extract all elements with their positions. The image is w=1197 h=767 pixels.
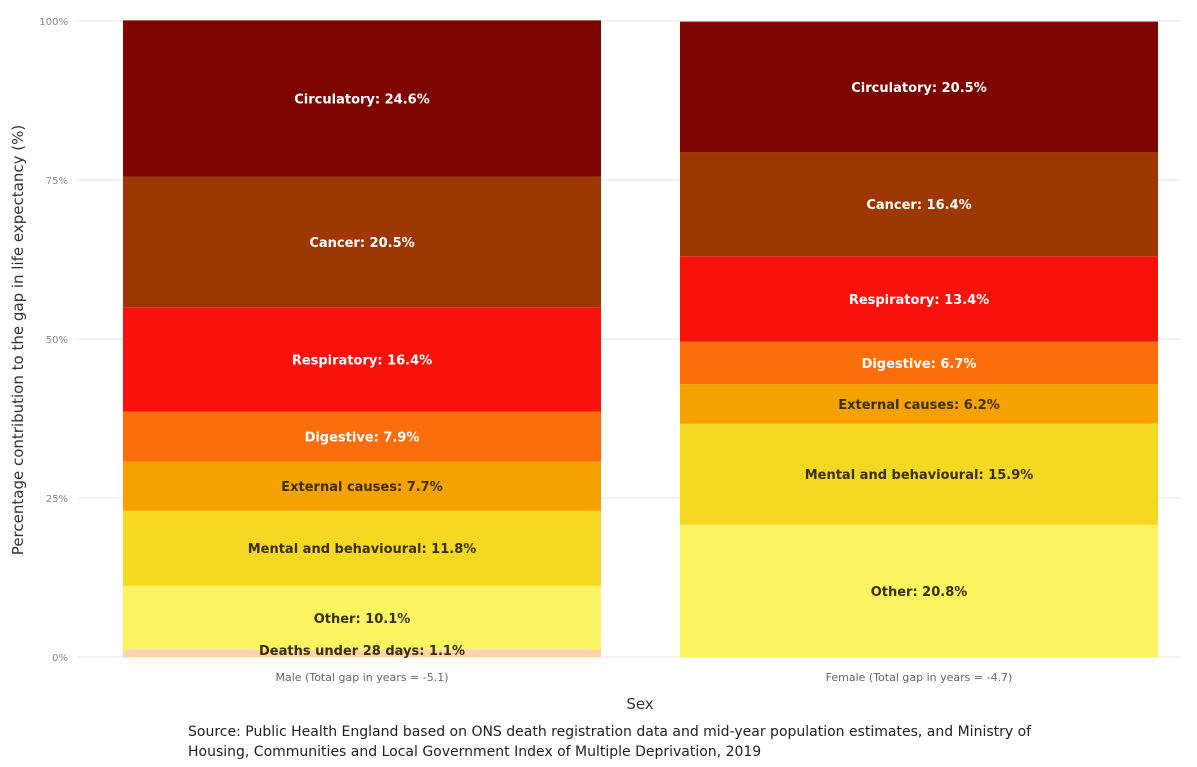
data-label: Other: 10.1%	[314, 612, 411, 627]
bar-segment	[680, 524, 1158, 657]
bar-segment	[123, 307, 601, 412]
source-line-2: Housing, Communities and Local Governmen…	[188, 744, 762, 760]
bar-segment	[680, 256, 1158, 342]
bars: Deaths under 28 days: 1.1% Other: 10.1% Me…	[123, 20, 1158, 659]
data-label: Mental and behavioural: 11.8%	[248, 542, 477, 557]
data-label: Other: 20.8%	[871, 585, 968, 600]
bar-segment	[680, 152, 1158, 257]
data-label: External causes: 6.2%	[838, 398, 1000, 413]
y-tick-label: 75%	[46, 176, 68, 187]
x-axis-categories: Male (Total gap in years = -5.1) Female (…	[276, 671, 1013, 684]
stacked-bar-chart: 0% 25% 50% 75% 100% Deaths under 28 days: 1.…	[9, 17, 1180, 713]
y-tick-label: 0%	[52, 653, 68, 664]
bar-segment	[680, 21, 1158, 153]
y-axis-ticks: 0% 25% 50% 75% 100%	[39, 17, 68, 664]
data-label: Deaths under 28 days: 1.1%	[259, 644, 465, 659]
bar-segment	[123, 20, 601, 177]
bar-segment	[123, 650, 601, 657]
source-note: Source: Public Health England based on O…	[188, 722, 1148, 762]
data-label: Cancer: 20.5%	[309, 236, 414, 251]
data-label: External causes: 7.7%	[281, 480, 443, 495]
data-label: Digestive: 6.7%	[862, 357, 977, 372]
data-label: Circulatory: 24.6%	[294, 93, 429, 108]
source-line-1: Source: Public Health England based on O…	[188, 724, 1032, 740]
bar-segment	[123, 510, 601, 586]
data-label: Respiratory: 16.4%	[292, 353, 432, 368]
bar-segment	[680, 384, 1158, 424]
data-label: Mental and behavioural: 15.9%	[805, 468, 1034, 483]
y-tick-label: 25%	[46, 494, 68, 505]
data-label: Respiratory: 13.4%	[849, 293, 989, 308]
data-label: Circulatory: 20.5%	[851, 81, 986, 96]
x-category-label: Female (Total gap in years = -4.7)	[826, 671, 1013, 684]
data-label: Digestive: 7.9%	[305, 431, 420, 446]
x-axis-label: Sex	[626, 695, 653, 713]
bar-segment	[680, 341, 1158, 385]
x-category-label: Male (Total gap in years = -5.1)	[276, 671, 449, 684]
bar-segment	[123, 176, 601, 308]
y-tick-label: 100%	[39, 17, 68, 28]
bar-segment	[123, 461, 601, 511]
y-axis-label: Percentage contribution to the gap in li…	[9, 125, 27, 555]
data-label: Cancer: 16.4%	[866, 198, 971, 213]
y-tick-label: 50%	[46, 335, 68, 346]
bar-segment	[680, 423, 1158, 525]
bar-segment	[123, 585, 601, 651]
bar-segment	[123, 411, 601, 462]
